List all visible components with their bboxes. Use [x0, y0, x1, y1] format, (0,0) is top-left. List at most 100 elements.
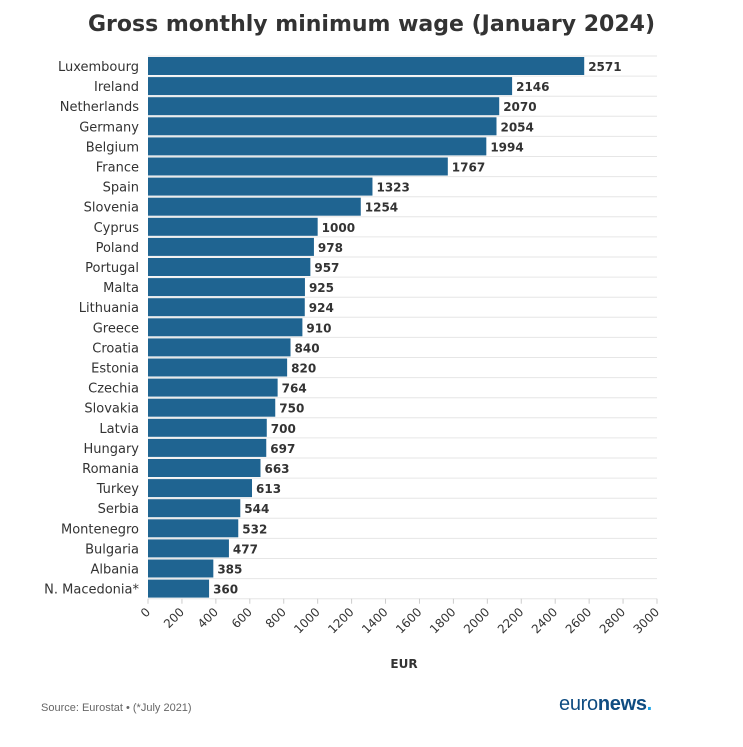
chart-title: Gross monthly minimum wage (January 2024… — [87, 12, 655, 37]
category-label: Latvia — [99, 422, 139, 437]
data-label: 2070 — [503, 100, 536, 114]
x-tick-label: 800 — [263, 605, 289, 631]
category-label: Portugal — [85, 261, 139, 276]
category-label: Luxembourg — [58, 60, 139, 75]
data-label: 532 — [242, 522, 267, 536]
data-label: 820 — [291, 362, 316, 376]
bar — [148, 97, 500, 116]
x-tick-label: 600 — [229, 605, 255, 631]
x-tick-label: 2200 — [495, 605, 526, 636]
bar — [148, 298, 305, 317]
data-label: 385 — [217, 563, 242, 577]
x-axis-label: EUR — [390, 657, 417, 671]
category-labels: Luxembourg Ireland Netherlands Germany Belgi… — [44, 60, 139, 598]
bar — [148, 137, 487, 156]
category-label: Estonia — [91, 362, 139, 377]
bar — [148, 157, 448, 176]
category-label: Albania — [90, 563, 139, 578]
data-label: 978 — [318, 241, 343, 255]
category-label: Cyprus — [94, 221, 140, 236]
x-tick-label: 1200 — [325, 605, 356, 636]
data-label: 925 — [309, 281, 334, 295]
x-tick-label: 2600 — [563, 605, 594, 636]
data-label: 700 — [271, 422, 296, 436]
x-tick-label: 2000 — [461, 605, 492, 636]
x-tick-label: 1800 — [427, 605, 458, 636]
data-label: 663 — [264, 462, 289, 476]
bar-chart: 2571 2146 2070 2054 1994 1767 1323 1254 1000 978 9… — [44, 55, 662, 671]
category-label: Romania — [82, 462, 139, 477]
x-tick-label: 400 — [195, 605, 221, 631]
data-label: 910 — [306, 321, 331, 335]
bar — [148, 418, 267, 437]
category-label: France — [96, 161, 139, 176]
data-label: 1323 — [376, 181, 409, 195]
bar — [148, 258, 311, 276]
category-label: Netherlands — [60, 100, 139, 115]
category-label: Slovakia — [84, 402, 139, 417]
bar — [148, 217, 318, 236]
data-label: 360 — [213, 583, 238, 597]
bar — [148, 459, 261, 477]
category-label: Malta — [103, 281, 139, 296]
data-label: 477 — [233, 542, 258, 556]
bar — [148, 57, 585, 75]
data-label: 544 — [244, 502, 269, 516]
x-tick-labels: 0 200 400 600 800 1000 1200 1400 1600 1800 2000 220… — [138, 598, 662, 636]
bar — [148, 358, 288, 377]
category-label: Spain — [103, 181, 139, 196]
euronews-logo: euronews. — [559, 693, 652, 716]
category-label: Turkey — [96, 482, 140, 497]
category-label: Montenegro — [61, 522, 139, 537]
data-label: 924 — [309, 301, 334, 315]
x-tick-label: 1000 — [291, 605, 322, 636]
bar — [148, 237, 314, 256]
bar — [148, 398, 276, 417]
x-tick-label: 2400 — [529, 605, 560, 636]
bar — [148, 479, 253, 498]
category-label: Hungary — [83, 442, 139, 457]
category-label: Greece — [93, 321, 139, 336]
x-tick-label: 0 — [138, 605, 153, 620]
data-label: 2146 — [516, 80, 549, 94]
category-label: Serbia — [98, 502, 139, 517]
source-note: Source: Eurostat • (*July 2021) — [41, 702, 192, 714]
bar — [148, 579, 210, 598]
category-label: Ireland — [94, 80, 139, 95]
data-label: 697 — [270, 442, 295, 456]
data-label: 1767 — [452, 161, 485, 175]
bar — [148, 278, 305, 297]
bar — [148, 499, 241, 518]
logo-part-news: news — [597, 693, 647, 715]
data-label: 613 — [256, 482, 281, 496]
data-labels: 2571 2146 2070 2054 1994 1767 1323 1254 1000 978 9… — [213, 60, 622, 597]
data-label: 2571 — [588, 60, 621, 74]
logo-dot: . — [646, 693, 653, 715]
bar — [148, 559, 214, 578]
data-label: 1994 — [490, 140, 523, 154]
bar — [148, 519, 239, 538]
data-label: 2054 — [500, 120, 533, 134]
data-label: 750 — [279, 402, 304, 416]
bar — [148, 117, 497, 136]
data-label: 957 — [314, 261, 339, 275]
x-tick-label: 200 — [161, 605, 187, 631]
bar — [148, 338, 291, 357]
data-label: 1000 — [322, 221, 355, 235]
category-label: N. Macedonia* — [44, 583, 139, 598]
x-tick-label: 2800 — [597, 605, 628, 636]
x-tick-label: 1400 — [359, 605, 390, 636]
data-label: 764 — [282, 382, 307, 396]
bar — [148, 378, 278, 397]
bar — [148, 197, 361, 216]
category-label: Slovenia — [84, 201, 139, 216]
category-label: Croatia — [92, 341, 139, 356]
logo-part-euro: euro — [559, 693, 598, 715]
bar — [148, 438, 267, 457]
bar — [148, 77, 513, 96]
category-label: Germany — [79, 120, 139, 135]
category-label: Lithuania — [79, 301, 139, 316]
grid-lines — [148, 55, 657, 600]
data-label: 840 — [295, 341, 320, 355]
category-label: Belgium — [86, 140, 139, 155]
